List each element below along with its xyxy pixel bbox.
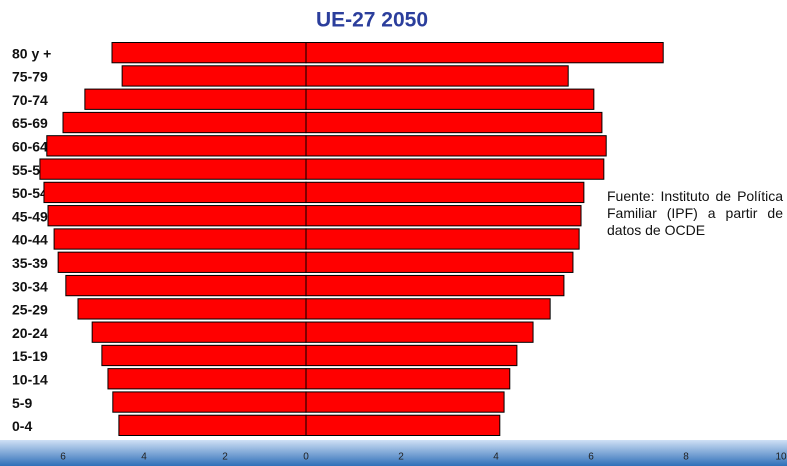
bar: [305, 368, 511, 390]
bar: [305, 135, 607, 157]
bar: [46, 135, 307, 157]
y-tick-label: 40-44: [12, 232, 48, 248]
y-tick-label: 45-49: [12, 208, 48, 224]
bar: [305, 158, 605, 180]
y-tick-label: 75-79: [12, 69, 48, 85]
bar: [305, 228, 580, 250]
bar: [305, 88, 595, 110]
y-tick-label: 65-69: [12, 115, 48, 131]
bar: [62, 111, 307, 134]
bar: [77, 298, 307, 320]
bar: [53, 228, 307, 250]
source-note: Fuente: Instituto de Política Familiar (…: [607, 188, 783, 238]
x-tick-label: 10: [775, 452, 787, 463]
y-tick-label: 80 y +: [12, 45, 51, 61]
bar: [39, 158, 307, 180]
x-tick-label: 6: [588, 452, 594, 463]
bar: [107, 368, 307, 390]
bar: [305, 181, 585, 204]
bar: [305, 391, 505, 413]
bar: [118, 414, 307, 436]
y-tick-label: 15-19: [12, 348, 48, 364]
y-tick-label: 10-14: [12, 371, 48, 387]
y-tick-label: 35-39: [12, 255, 48, 271]
y-tick-label: 30-34: [12, 278, 48, 294]
bar: [305, 65, 569, 87]
y-tick-label: 50-54: [12, 185, 48, 201]
bar: [84, 88, 307, 110]
y-tick-label: 0-4: [12, 418, 32, 434]
bar: [305, 42, 664, 64]
y-tick-label: 70-74: [12, 92, 48, 108]
chart-title: UE-27 2050: [316, 9, 428, 32]
bar: [305, 274, 565, 297]
bar: [305, 111, 603, 134]
bar: [47, 205, 307, 227]
x-tick-label: 2: [222, 452, 228, 463]
bar: [305, 414, 501, 436]
bar: [112, 391, 307, 413]
x-tick-label: 6: [60, 452, 66, 463]
bar: [91, 321, 307, 343]
bar: [305, 321, 534, 343]
bar: [305, 344, 518, 367]
y-tick-label: 55-59: [12, 162, 48, 178]
bar: [65, 274, 307, 297]
bar: [305, 205, 582, 227]
x-tick-label: 2: [398, 452, 404, 463]
bar: [305, 251, 574, 273]
y-tick-label: 20-24: [12, 325, 48, 341]
y-tick-label: 5-9: [12, 395, 32, 411]
bar: [111, 42, 307, 64]
x-tick-label: 4: [493, 452, 499, 463]
bar: [101, 344, 307, 367]
x-tick-label: 0: [303, 452, 309, 463]
y-tick-label: 60-64: [12, 139, 48, 155]
bar: [305, 298, 551, 320]
y-tick-label: 25-29: [12, 302, 48, 318]
bar: [121, 65, 307, 87]
x-tick-label: 4: [141, 452, 147, 463]
bar: [57, 251, 307, 273]
ground-decoration: [0, 440, 787, 466]
bar: [43, 181, 307, 204]
x-tick-label: 8: [683, 452, 689, 463]
